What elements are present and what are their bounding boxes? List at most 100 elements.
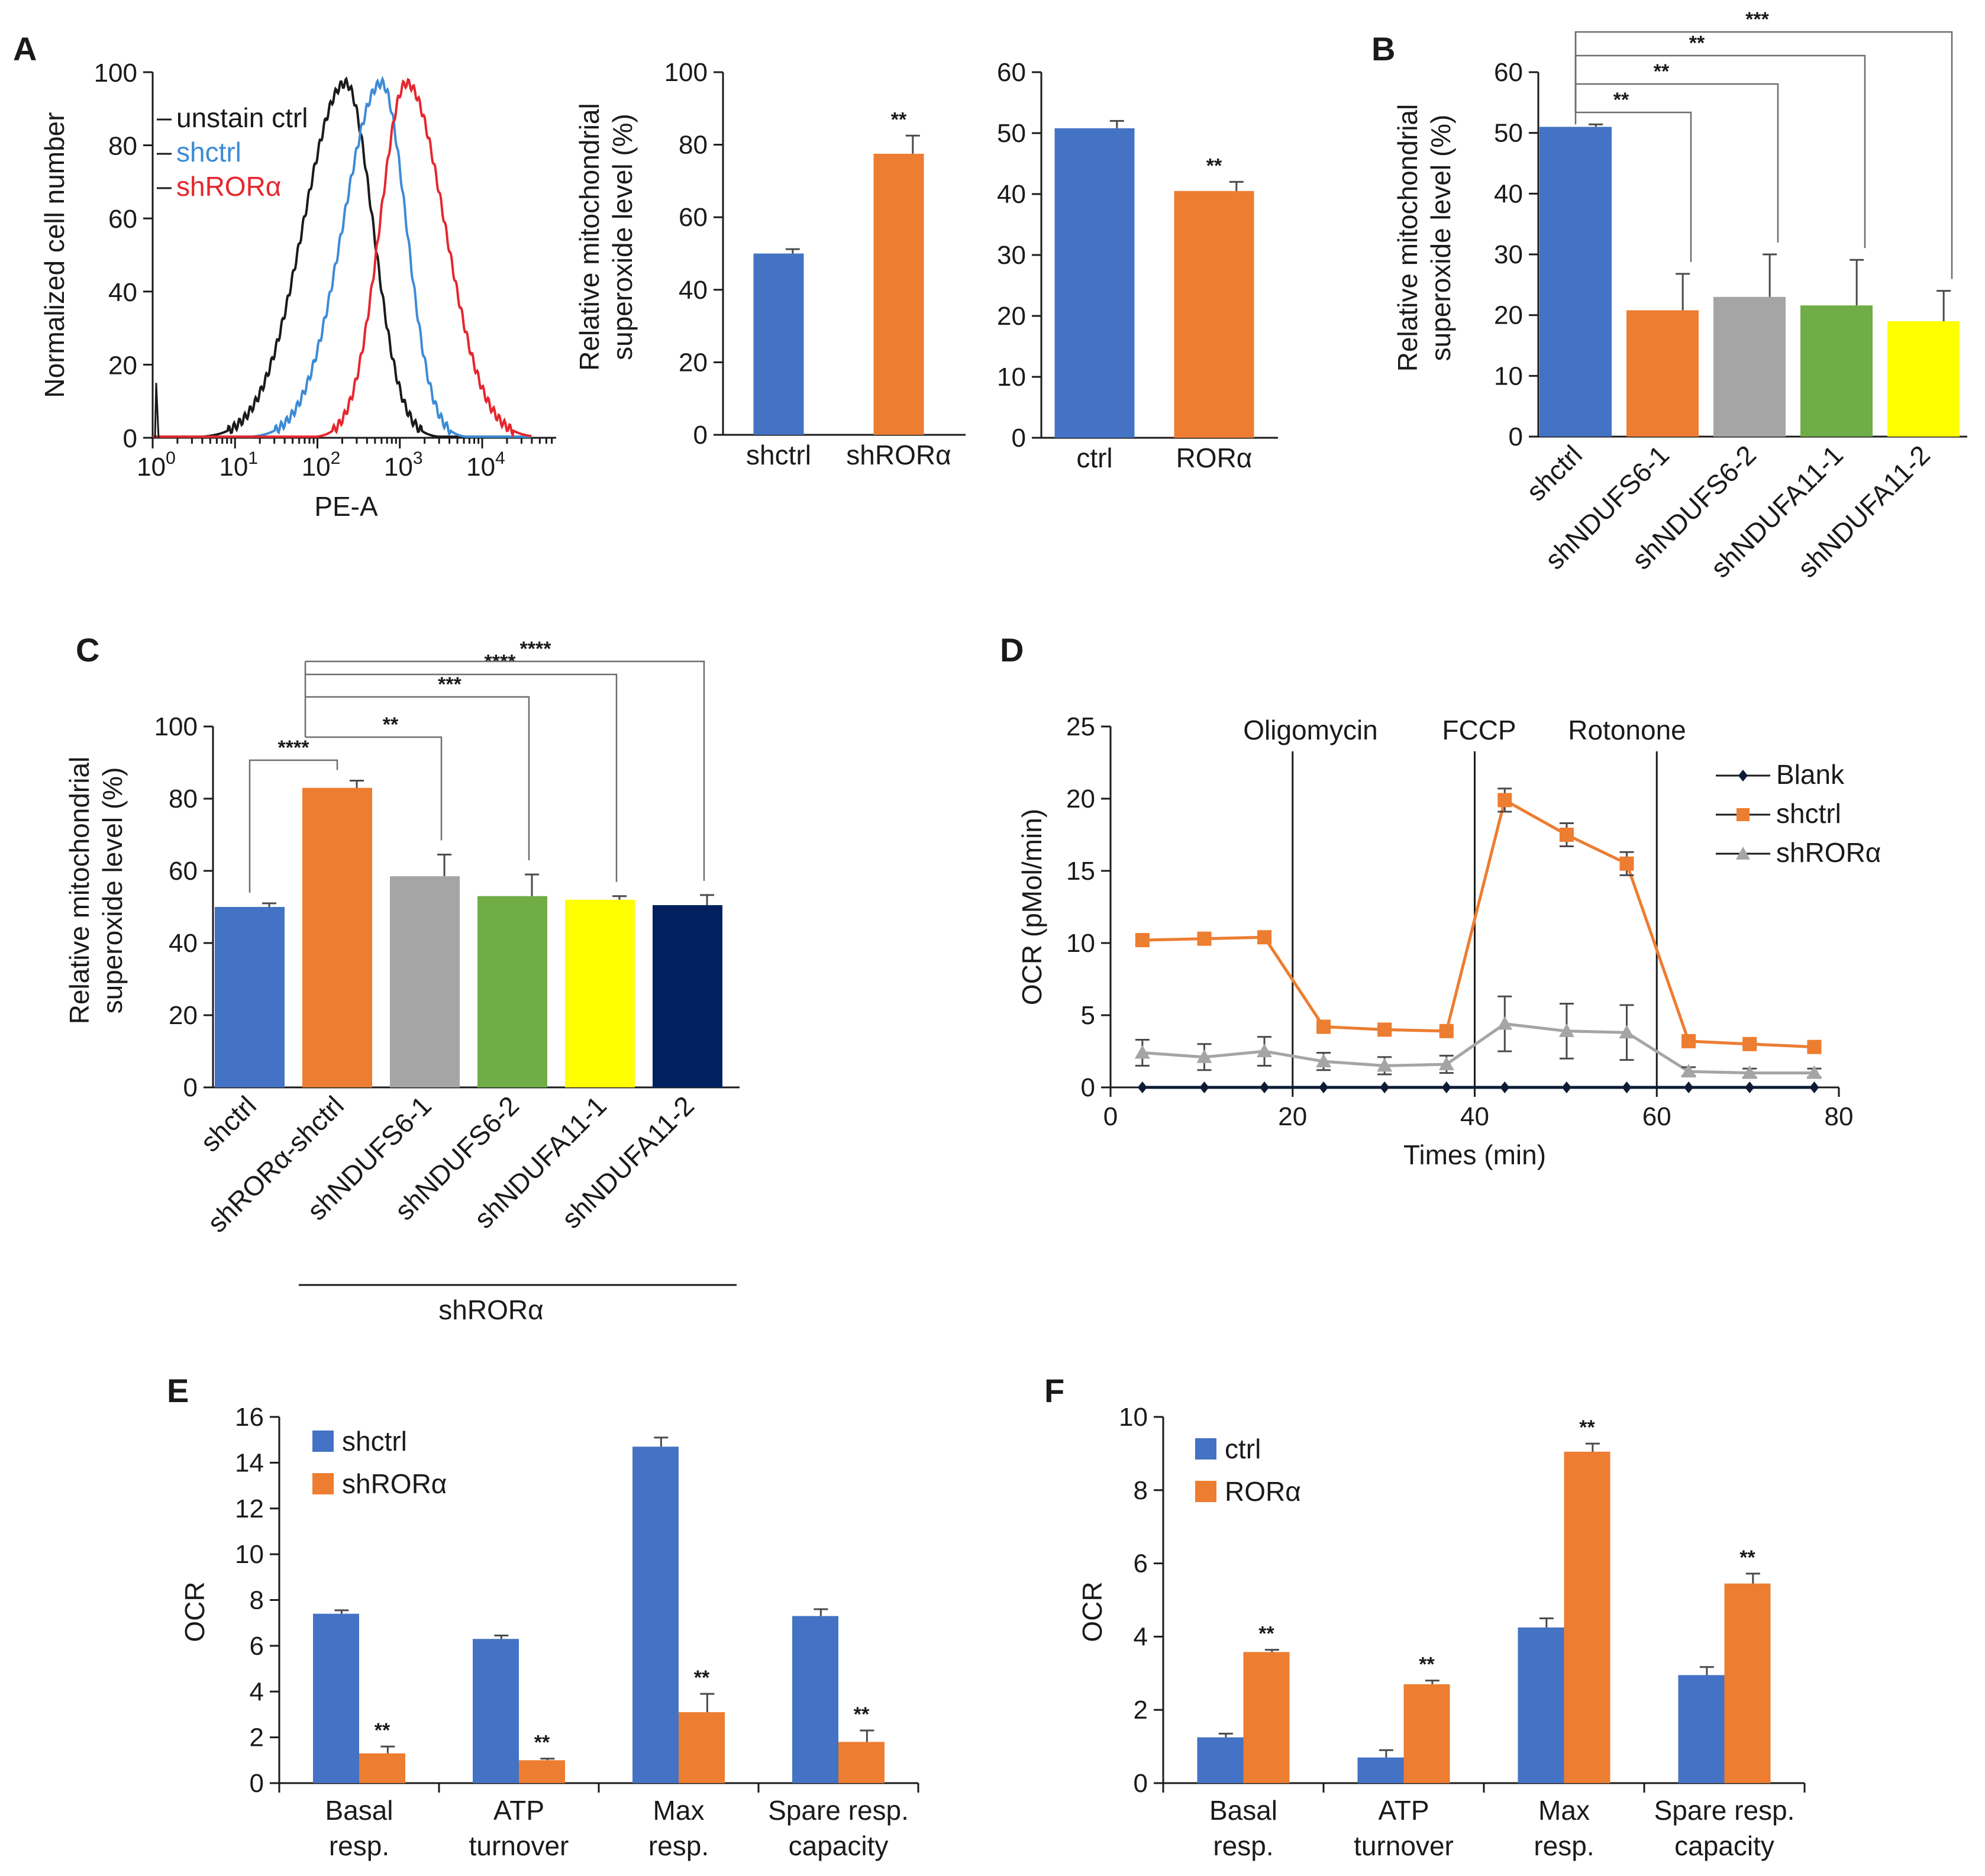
D-point-shctrl-11 [1807,1039,1822,1054]
D-y-tick-label: 0 [1081,1073,1095,1102]
A1-legend-label-2: shRORα [176,171,281,202]
F-xcat-3-line1: Spare resp. [1654,1795,1795,1826]
F-bar-RORα-2 [1564,1451,1610,1783]
D-point-shRORα-3 [1316,1054,1332,1068]
E-y-tick-label: 8 [250,1586,264,1615]
D-point-Blank-0 [1137,1081,1147,1093]
A3-y-tick-label: 60 [997,58,1026,87]
C-y-tick-label: 100 [154,712,198,741]
D-point-Blank-4 [1380,1081,1390,1093]
D-y-tick-label: 25 [1066,712,1095,741]
E-y-tick-label: 2 [250,1723,264,1752]
A1-x-tick-label: 103 [384,448,423,482]
F-xcat-1-line2: turnover [1354,1830,1454,1861]
A1-y-tick-label: 40 [108,278,137,307]
E-bar-shRORα-2 [679,1712,725,1783]
F-legend-swatch-1 [1195,1481,1216,1502]
E-bar-shRORα-1 [519,1760,565,1783]
C-bar-0 [215,907,285,1087]
A2-y-tick-label: 20 [679,348,708,377]
F-bar-ctrl-3 [1678,1675,1725,1783]
F-y-tick-label: 10 [1119,1403,1148,1432]
A2-xcat-0: shctrl [746,440,811,470]
A2-y-label-line: Relative mitochondrial [574,103,605,371]
panel-label-c: C [76,631,99,669]
panel-label-a: A [13,30,37,67]
F-legend-label-1: RORα [1225,1476,1301,1507]
D-series-line-shRORα [1142,1022,1815,1075]
A3-y-tick-label: 10 [997,363,1026,392]
E-y-tick-label: 10 [235,1540,264,1569]
F-y-tick-label: 2 [1134,1696,1148,1725]
A3-y-tick-label: 40 [997,180,1026,209]
C-bracket-label-4: **** [520,638,552,660]
C-xcat-0: shctrl [195,1090,262,1157]
C-bracket-1 [305,736,443,841]
E-legend-label-0: shctrl [342,1426,407,1457]
D-point-shctrl-0 [1135,933,1150,948]
C-bracket-2 [305,696,530,861]
D-point-shRORα-0 [1134,1045,1150,1059]
C-bracket-0 [248,759,338,893]
C-bar-3 [477,896,547,1087]
E-legend-swatch-0 [312,1431,334,1452]
E-legend-swatch-1 [312,1473,334,1494]
E-xcat-1-line2: turnover [469,1830,569,1861]
A2-y-label: Relative mitochondrialsuperoxide level (… [574,103,638,371]
B-y-tick-label: 10 [1494,361,1523,390]
A3-y-tick-label: 0 [1012,424,1026,453]
E-legend-label-1: shRORα [342,1468,447,1499]
D-point-shRORα-10 [1742,1065,1758,1079]
C-y-tick-label: 40 [169,929,198,958]
A1-x-tick-exp: 4 [495,448,505,468]
D-point-shctrl-6 [1497,793,1512,808]
A1-y-tick-label: 100 [94,59,137,88]
D-legend-label-0: Blank [1776,759,1845,790]
A3-sig-1: ** [1206,154,1222,177]
D-point-shRORα-4 [1377,1058,1393,1072]
C-bracket-label-1: ** [383,713,399,736]
F-sig-2: ** [1579,1416,1595,1439]
D-point-shRORα-8 [1619,1025,1635,1039]
C-bar-5 [653,905,722,1087]
B-bar-3 [1800,305,1873,437]
D-event-label-2: Rotonone [1568,715,1686,745]
C-y-label-line: Relative mitochondrial [64,757,95,1025]
C-bar-1 [302,787,372,1087]
D-y-tick-label: 20 [1066,784,1095,813]
A1-legend-label-1: shctrl [176,137,241,167]
F-xcat-1-line1: ATP [1378,1795,1429,1826]
B-y-tick-label: 40 [1494,179,1523,208]
D-point-shctrl-3 [1316,1019,1331,1034]
C-group-label: shRORα [438,1294,543,1325]
A2-bar-1 [873,153,924,435]
B-y-label: Relative mitochondrialsuperoxide level (… [1392,104,1456,372]
E-bar-shRORα-3 [838,1742,885,1783]
A1-x-tick-label: 102 [302,448,341,482]
B-bracket-label-2: ** [1689,32,1705,54]
chart-A3: 0 10 20 30 40 50 60 ctrl ** RORα [997,58,1278,473]
D-point-Blank-3 [1319,1081,1329,1093]
F-sig-1: ** [1419,1654,1435,1676]
B-bracket-label-0: ** [1613,89,1629,111]
B-bar-4 [1887,321,1960,437]
F-y-tick-label: 8 [1134,1476,1148,1505]
A2-y-tick-label: 60 [679,203,708,232]
D-point-Blank-5 [1441,1081,1451,1093]
panel-label-e: E [167,1372,189,1409]
D-point-Blank-9 [1684,1081,1694,1093]
C-bracket-4 [305,660,705,881]
D-event-label-0: Oligomycin [1243,715,1378,745]
D-point-Blank-2 [1260,1081,1270,1093]
chart-C: 0 20 40 60 80 100 Relative mitochondrialsupero… [64,638,740,1325]
E-y-tick-label: 16 [235,1403,264,1432]
C-bracket-label-2: *** [438,673,461,696]
A1-debris-spike [154,383,160,438]
A1-x-tick-exp: 2 [331,448,341,468]
F-sig-0: ** [1258,1623,1274,1645]
D-point-shRORα-1 [1196,1049,1212,1063]
D-point-shRORα-6 [1497,1016,1513,1030]
B-y-tick-label: 60 [1494,58,1523,87]
E-bar-shctrl-2 [632,1446,679,1783]
F-bar-ctrl-2 [1518,1627,1564,1783]
